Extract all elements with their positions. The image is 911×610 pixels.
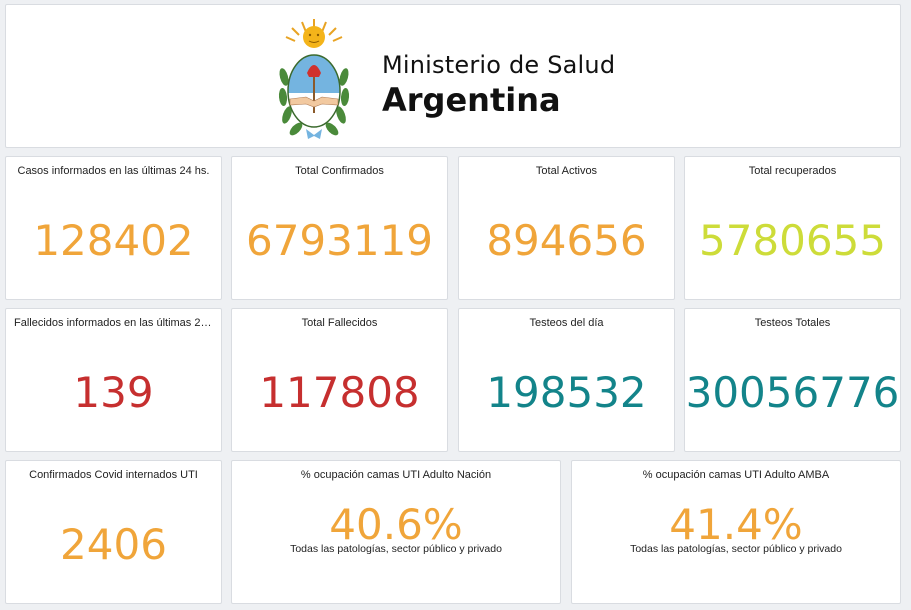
kpi-card-total-activos: Total Activos 894656	[458, 156, 675, 300]
kpi-card-internados-uti: Confirmados Covid internados UTI 2406	[5, 460, 222, 604]
kpi-title: % ocupación camas UTI Adulto AMBA	[642, 469, 830, 481]
kpi-title: Testeos Totales	[754, 317, 831, 329]
kpi-subtitle: Todas las patologías, sector público y p…	[630, 543, 842, 555]
kpi-title: Total Activos	[535, 165, 598, 177]
header-banner: Ministerio de Salud Argentina	[5, 4, 901, 148]
brand-line-ministerio: Ministerio de Salud	[382, 51, 616, 79]
kpi-value: 41.4%	[669, 500, 803, 549]
kpi-value: 128402	[33, 216, 194, 265]
brand-line-country: Argentina	[382, 81, 561, 119]
kpi-value: 30056776	[685, 368, 900, 417]
kpi-value: 117808	[259, 368, 420, 417]
kpi-title: Casos informados en las últimas 24 hs.	[17, 165, 210, 177]
kpi-title: Total recuperados	[748, 165, 837, 177]
brand-title: Ministerio de Salud Argentina	[382, 51, 615, 119]
kpi-value: 894656	[486, 216, 647, 265]
kpi-value: 198532	[486, 368, 647, 417]
kpi-subtitle: Todas las patologías, sector público y p…	[290, 543, 502, 555]
kpi-card-ocupacion-amba: % ocupación camas UTI Adulto AMBA 41.4% …	[571, 460, 901, 604]
kpi-title: % ocupación camas UTI Adulto Nación	[300, 469, 492, 481]
kpi-card-total-confirmados: Total Confirmados 6793119	[231, 156, 448, 300]
kpi-card-total-recuperados: Total recuperados 5780655	[684, 156, 901, 300]
argentina-coat-of-arms-icon	[276, 17, 352, 143]
kpi-value: 5780655	[698, 216, 887, 265]
kpi-value: 40.6%	[329, 500, 463, 549]
kpi-value: 2406	[60, 520, 167, 569]
kpi-title: Testeos del día	[529, 317, 604, 329]
kpi-value: 139	[73, 368, 154, 417]
kpi-card-testeos-dia: Testeos del día 198532	[458, 308, 675, 452]
kpi-card-ocupacion-nacion: % ocupación camas UTI Adulto Nación 40.6…	[231, 460, 561, 604]
kpi-title: Confirmados Covid internados UTI	[29, 469, 198, 481]
kpi-value: 6793119	[245, 216, 434, 265]
kpi-title: Fallecidos informados en las últimas 24 …	[14, 317, 213, 329]
kpi-card-casos-ultimas: Casos informados en las últimas 24 hs. 1…	[5, 156, 222, 300]
kpi-title: Total Fallecidos	[301, 317, 378, 329]
kpi-title: Total Confirmados	[295, 165, 384, 177]
kpi-card-fallecidos-ultimas: Fallecidos informados en las últimas 24 …	[5, 308, 222, 452]
kpi-card-total-fallecidos: Total Fallecidos 117808	[231, 308, 448, 452]
kpi-card-testeos-totales: Testeos Totales 30056776	[684, 308, 901, 452]
